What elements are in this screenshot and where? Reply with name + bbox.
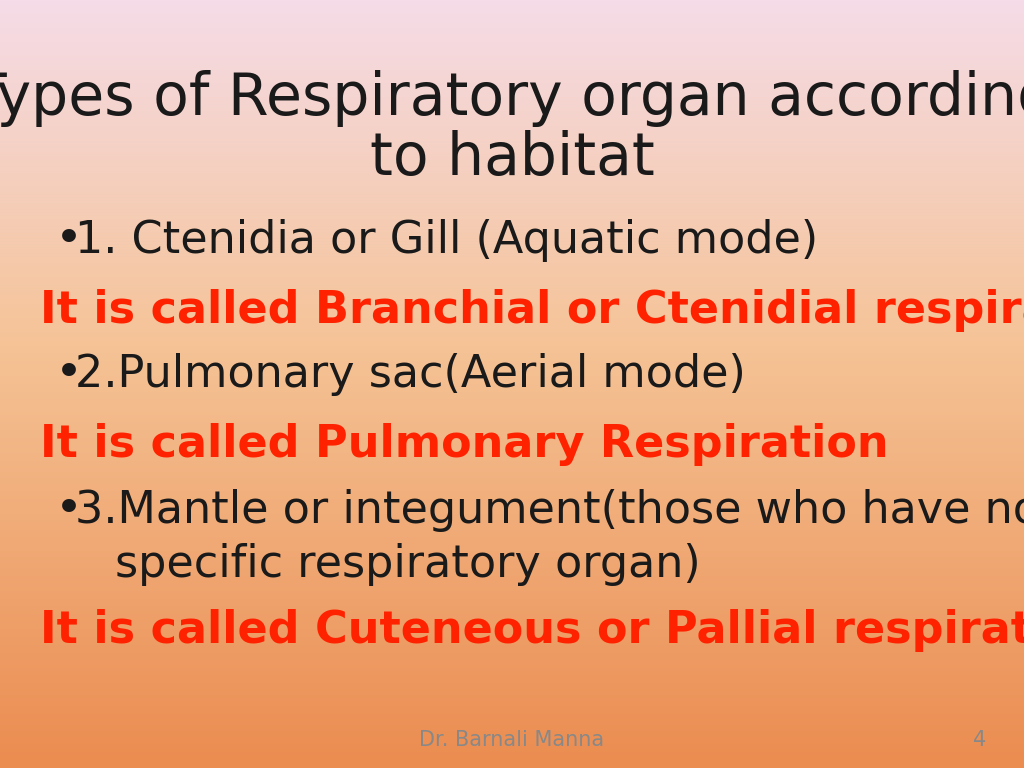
Text: Dr. Barnali Manna: Dr. Barnali Manna <box>420 730 604 750</box>
Text: It is called Branchial or Ctenidial respiration: It is called Branchial or Ctenidial resp… <box>40 289 1024 332</box>
Text: 4: 4 <box>974 730 987 750</box>
Text: Types of Respiratory organ according: Types of Respiratory organ according <box>0 70 1024 127</box>
Text: It is called Pulmonary Respiration: It is called Pulmonary Respiration <box>40 423 889 466</box>
Text: 3.Mantle or integument(those who have no: 3.Mantle or integument(those who have no <box>75 488 1024 531</box>
Text: 1. Ctenidia or Gill (Aquatic mode): 1. Ctenidia or Gill (Aquatic mode) <box>75 219 818 261</box>
Text: specific respiratory organ): specific respiratory organ) <box>115 544 700 587</box>
Text: •: • <box>55 488 83 532</box>
Text: 2.Pulmonary sac(Aerial mode): 2.Pulmonary sac(Aerial mode) <box>75 353 745 396</box>
Text: to habitat: to habitat <box>370 130 654 187</box>
Text: It is called Cuteneous or Pallial respiration: It is called Cuteneous or Pallial respir… <box>40 608 1024 651</box>
Text: •: • <box>55 217 83 263</box>
Text: •: • <box>55 353 83 398</box>
